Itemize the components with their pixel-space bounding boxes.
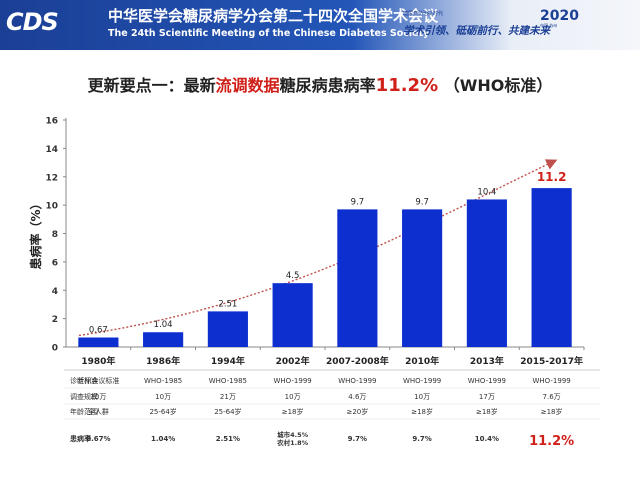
table-cell: ≥18岁 [282,407,304,416]
table-cell: ≥18岁 [476,407,498,416]
bar-value-label: 9.7 [415,197,429,207]
table-cell: 兰州会议标准 [77,376,119,385]
table-cell: WHO-1999 [403,377,441,385]
table-cell: ≥18岁 [541,407,563,416]
prevalence-value: 9.7% [412,435,431,443]
bar [143,332,184,347]
chart-labels: 0.67 1.04 2.51 4.5 9.7 9.7 10.4 11.2 [89,170,567,335]
y-tick-label: 4 [52,287,58,297]
x-tick-label: 1986年 [146,355,180,367]
x-tick-label: 2010年 [405,355,439,367]
bar-value-label: 10.4 [477,187,496,197]
y-tick-label: 8 [52,230,58,240]
table-cell: 10万 [414,393,430,401]
bar [272,283,313,347]
bar-value-label: 2.51 [218,299,237,309]
prevalence-urban: 城市4.5% [277,430,309,439]
conference-year: 2020 中国·苏州 [540,8,579,28]
slide-title: 更新要点一：最新流调数据糖尿病患病率11.2% （WHO标准） [0,72,640,96]
table-row-label: 年龄范围 [70,407,98,416]
bar-value-label: 1.04 [154,320,173,330]
table-row-label: 调查规模 [70,392,98,401]
cds-logo: CDS [6,7,59,37]
x-tick-label: 2013年 [470,355,504,367]
x-tick-label: 2015-2017年 [520,355,583,367]
trend-line [78,159,558,337]
table-cell: ≥20岁 [346,407,368,416]
x-tick-label: 2002年 [276,355,310,367]
table-cell: WHO-1985 [209,377,247,385]
prevalence-value: 11.2% [529,434,574,449]
table-cell: 25-64岁 [149,407,176,416]
bar [337,209,378,347]
header-banner: CDS 中华医学会糖尿病学分会第二十四次全国学术会议 The 24th Scie… [0,0,640,50]
bar [531,188,572,347]
chart-bars [78,188,572,347]
table-cell: 7.6万 [543,393,561,401]
prevalence-value: 2.51% [216,435,240,443]
table-cell: 21万 [220,393,236,401]
logo-text: CDS [6,8,59,36]
y-tick-label: 0 [52,344,58,354]
title-value: 11.2% [375,75,439,96]
bar [207,311,248,347]
bar-value-label: 0.67 [89,325,108,335]
table-cell: WHO-1999 [468,377,506,385]
year-text: 2020 [540,8,579,24]
x-tick-label: 1980年 [81,355,115,367]
prevalence-value: 0.67% [86,435,110,443]
y-tick-label: 2 [52,315,58,325]
title-part3: （WHO标准） [443,76,553,95]
slogan-main-text: 学术引领、砥砺前行、共建未来 [403,25,550,37]
x-tick-label: 1994年 [211,355,245,367]
table-cell: WHO-1999 [533,377,571,385]
prevalence-value: 1.04% [151,435,175,443]
conference-title-en: The 24th Scientific Meeting of the Chine… [108,28,430,39]
location-text: 中国·苏州 [540,23,558,28]
y-axis-title: 患病率（%） [28,197,43,269]
title-part2: 糖尿病患病率 [279,76,376,95]
table-cell: 全人群 [88,407,109,416]
bar [466,199,507,347]
y-tick-label: 10 [45,202,58,212]
prevalence-rural: 农村1.8% [276,438,309,447]
bar-value-label: 11.2 [537,170,567,184]
slogan-small-text: 糖尿病防治新时代 [403,11,444,17]
table-cell: 10万 [155,393,171,401]
trend-arrow [78,159,558,337]
table-cell: 10万 [285,393,301,401]
prevalence-value: 10.4% [475,435,499,443]
prevalence-value: 9.7% [348,435,367,443]
table-cell: ≥18岁 [411,407,433,416]
x-tick-label: 2007-2008年 [326,355,389,367]
title-part1: 更新要点一：最新 [87,76,216,95]
table-cell: WHO-1985 [144,377,182,385]
bar [78,337,119,347]
bar [402,209,443,347]
y-tick-label: 14 [45,145,58,155]
conference-title-cn: 中华医学会糖尿病学分会第二十四次全国学术会议 [108,7,439,25]
table-cell: 30万 [90,393,106,401]
y-tick-label: 6 [52,258,58,268]
table-cell: 25-64岁 [214,407,241,416]
table-row-label: 诊断标准 [70,376,98,385]
bar-value-label: 9.7 [351,197,365,207]
y-tick-label: 16 [45,117,58,127]
y-tick-label: 12 [45,173,58,183]
bar-value-label: 4.5 [286,271,300,281]
prevalence-row-label: 患病率 [70,434,91,443]
table-cell: WHO-1999 [338,377,376,385]
conference-slogan: 糖尿病防治新时代 学术引领、砥砺前行、共建未来 [403,10,550,38]
table-cell: 17万 [479,393,495,401]
title-highlight: 流调数据 [215,76,280,95]
table-cell: WHO-1999 [274,377,312,385]
table-cell: 4.6万 [348,393,366,401]
